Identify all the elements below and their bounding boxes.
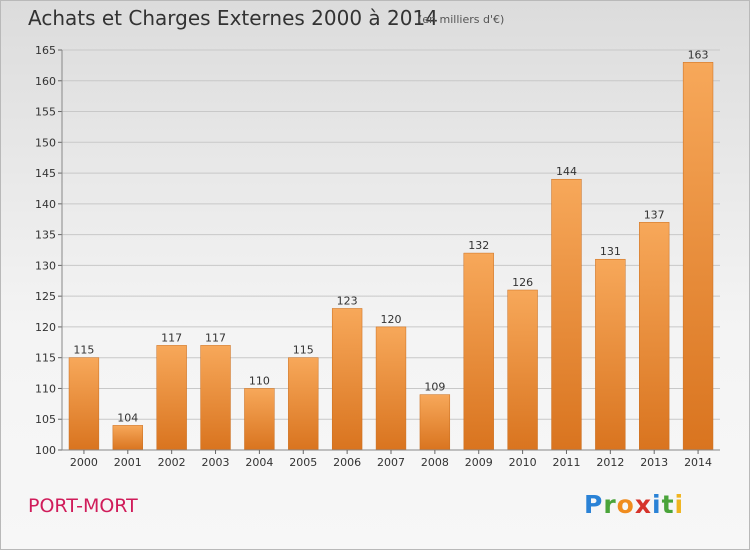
data-label-2012: 131 xyxy=(600,245,621,258)
y-tick-label: 115 xyxy=(35,352,56,365)
bar-2008 xyxy=(419,394,451,451)
x-tick-label-2010: 2010 xyxy=(509,456,537,469)
y-tick-label: 125 xyxy=(35,290,56,303)
bar-2000 xyxy=(68,357,100,451)
data-label-2013: 137 xyxy=(644,208,665,221)
x-tick-label-2002: 2002 xyxy=(158,456,186,469)
data-label-2011: 144 xyxy=(556,165,577,178)
data-label-2007: 120 xyxy=(381,313,402,326)
bar-2002 xyxy=(156,345,187,451)
y-tick-label: 110 xyxy=(35,382,56,395)
y-tick-label: 140 xyxy=(35,198,56,211)
bar-2012 xyxy=(595,258,626,451)
y-tick-label: 120 xyxy=(35,321,56,334)
y-tick-label: 105 xyxy=(35,413,56,426)
x-tick-label-2005: 2005 xyxy=(289,456,317,469)
x-tick-label-2006: 2006 xyxy=(333,456,361,469)
data-label-2008: 109 xyxy=(424,381,445,394)
y-tick-label: 155 xyxy=(35,106,56,119)
bar-2004 xyxy=(244,388,275,451)
chart-title: Achats et Charges Externes 2000 à 2014 xyxy=(28,6,438,30)
x-tick-label-2007: 2007 xyxy=(377,456,405,469)
bar-2007 xyxy=(375,326,407,451)
commune-name: PORT-MORT xyxy=(28,495,138,517)
x-tick-label-2014: 2014 xyxy=(684,456,712,469)
data-label-2014: 163 xyxy=(688,48,709,61)
data-labels: 115 104 117 117 110 115 123 120 109 132 126 144 131 1… xyxy=(73,48,708,424)
bar-2010 xyxy=(507,289,538,451)
data-label-2002: 117 xyxy=(161,331,182,344)
x-tick-label-2000: 2000 xyxy=(70,456,98,469)
x-tick-label-2004: 2004 xyxy=(245,456,273,469)
data-label-2006: 123 xyxy=(337,294,358,307)
bars xyxy=(68,62,714,451)
axes: 100 105 110 115 120 125 130 135 140 145 150 155 160 1… xyxy=(35,44,720,469)
chart-units: (en milliers d'€) xyxy=(418,13,505,26)
bar-2014 xyxy=(682,62,714,451)
x-tick-label-2013: 2013 xyxy=(640,456,668,469)
bar-2001 xyxy=(112,425,143,451)
data-label-2004: 110 xyxy=(249,374,270,387)
data-label-2005: 115 xyxy=(293,344,314,357)
data-label-2003: 117 xyxy=(205,331,226,344)
y-tick-label: 145 xyxy=(35,167,56,180)
bar-2003 xyxy=(200,345,231,451)
y-tick-label: 160 xyxy=(35,75,56,88)
y-tick-label: 150 xyxy=(35,136,56,149)
x-tick-label-2012: 2012 xyxy=(596,456,624,469)
bar-2009 xyxy=(463,252,494,451)
proxiti-logo: Proxiti xyxy=(584,490,685,519)
x-tick-label-2003: 2003 xyxy=(202,456,230,469)
bar-2005 xyxy=(288,357,319,451)
y-tick-label: 165 xyxy=(35,44,56,57)
y-tick-label: 130 xyxy=(35,259,56,272)
x-tick-label-2001: 2001 xyxy=(114,456,142,469)
data-label-2001: 104 xyxy=(117,411,138,424)
data-label-2009: 132 xyxy=(468,239,489,252)
x-tick-label-2009: 2009 xyxy=(465,456,493,469)
x-tick-label-2008: 2008 xyxy=(421,456,449,469)
bar-2011 xyxy=(551,178,582,451)
x-tick-label-2011: 2011 xyxy=(552,456,580,469)
data-label-2010: 126 xyxy=(512,276,533,289)
y-tick-label: 135 xyxy=(35,229,56,242)
bar-2013 xyxy=(639,222,670,451)
y-tick-label: 100 xyxy=(35,444,56,457)
bar-2006 xyxy=(331,308,363,451)
data-label-2000: 115 xyxy=(73,344,94,357)
